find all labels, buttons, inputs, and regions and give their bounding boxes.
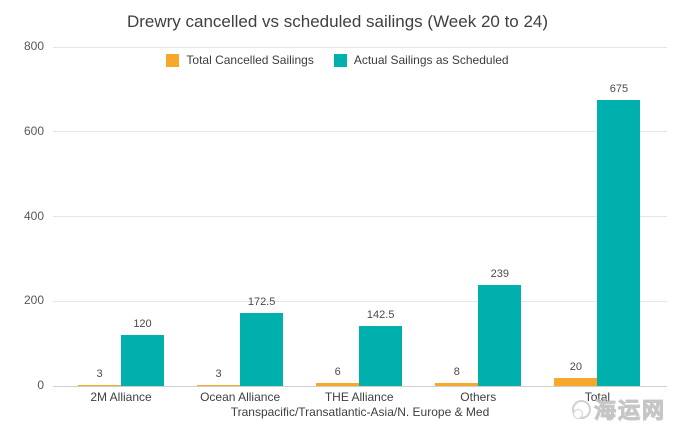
legend-swatch-cancelled — [166, 53, 180, 67]
x-category-label-4: Others — [460, 390, 497, 404]
legend-item-scheduled: Actual Sailings as Scheduled — [333, 53, 509, 67]
bar-cancelled-4 — [435, 382, 479, 386]
bar-scheduled-3 — [359, 325, 403, 386]
chart-title: Drewry cancelled vs scheduled sailings (… — [126, 12, 549, 31]
gridline-600 — [53, 131, 667, 133]
legend-item-cancelled: Total Cancelled Sailings — [166, 53, 314, 67]
value-label-cancelled-1: 3 — [96, 367, 103, 380]
bar-scheduled-5 — [597, 99, 641, 386]
value-label-scheduled-3: 142.5 — [366, 308, 395, 321]
value-label-scheduled-5: 675 — [609, 82, 629, 95]
bar-scheduled-2 — [240, 312, 284, 386]
legend-swatch-scheduled — [333, 53, 347, 67]
value-label-scheduled-2: 172.5 — [247, 295, 276, 308]
globe-icon — [571, 399, 591, 419]
legend-label-scheduled: Actual Sailings as Scheduled — [353, 53, 509, 67]
x-category-label-2: Ocean Alliance — [200, 390, 281, 404]
value-label-cancelled-5: 20 — [569, 360, 583, 373]
gridline-800 — [53, 46, 667, 48]
bar-cancelled-2 — [197, 384, 241, 386]
x-category-label-3: THE Alliance — [324, 390, 394, 404]
y-tick-label-600: 600 — [23, 123, 44, 138]
y-tick-label-0: 0 — [37, 378, 44, 392]
bar-scheduled-4 — [478, 284, 522, 386]
bar-cancelled-5 — [554, 377, 598, 386]
bar-scheduled-1 — [121, 335, 164, 386]
value-label-scheduled-4: 239 — [490, 267, 509, 280]
value-label-cancelled-2: 3 — [215, 367, 222, 380]
bar-cancelled-3 — [316, 383, 360, 386]
y-tick-label-800: 800 — [23, 39, 44, 53]
x-category-label-5: Total — [584, 390, 611, 404]
y-tick-label-200: 200 — [23, 293, 44, 308]
gridline-200 — [53, 300, 667, 302]
watermark-text: 海运网 — [593, 398, 666, 424]
watermark: 海运网 — [571, 393, 666, 425]
x-category-label-1: 2M Alliance — [90, 390, 152, 404]
bar-cancelled-1 — [78, 384, 121, 386]
value-label-scheduled-1: 120 — [133, 318, 152, 331]
value-label-cancelled-4: 8 — [453, 365, 460, 378]
x-axis-title: Transpacific/Transatlantic-Asia/N. Europ… — [230, 405, 490, 419]
gridline-0 — [53, 385, 667, 387]
legend: Total Cancelled Sailings Actual Sailings… — [0, 53, 675, 67]
y-tick-label-400: 400 — [23, 208, 44, 223]
gridline-400 — [53, 216, 667, 217]
value-label-cancelled-3: 6 — [334, 366, 341, 379]
legend-label-cancelled: Total Cancelled Sailings — [186, 53, 314, 67]
